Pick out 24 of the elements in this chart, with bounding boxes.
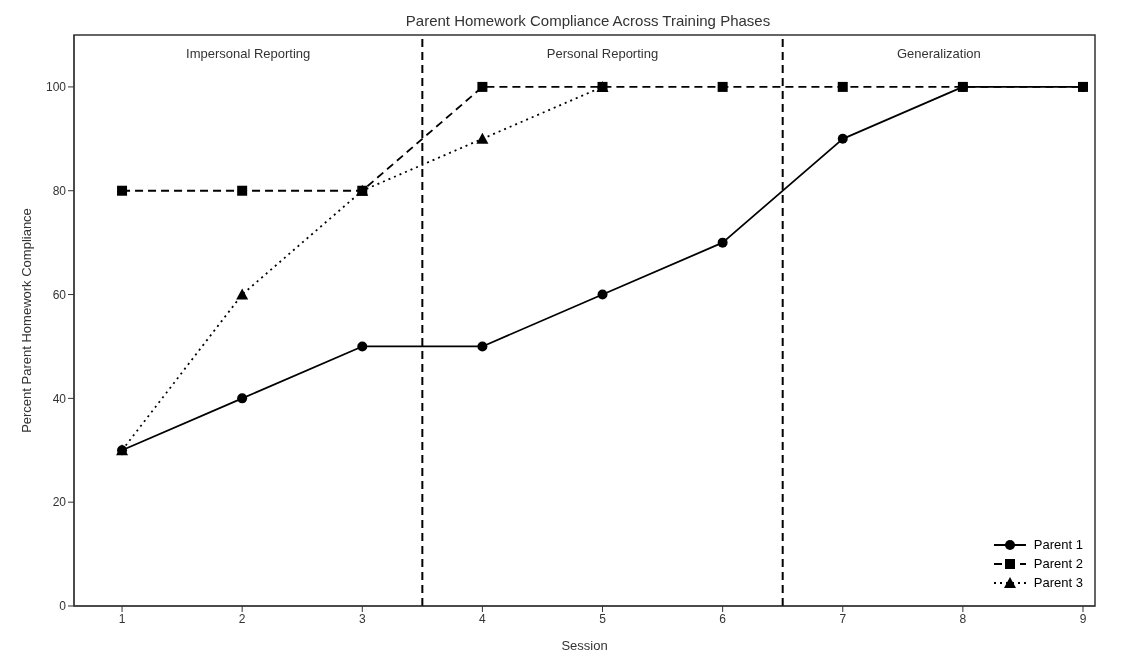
- x-tick-label: 6: [719, 611, 727, 626]
- y-tick-label: 20: [52, 495, 67, 510]
- legend-label: Parent 1: [1033, 537, 1083, 552]
- legend-label: Parent 2: [1033, 556, 1083, 571]
- y-axis-title: Percent Parent Homework Compliance: [18, 208, 34, 433]
- annotation: Generalization: [896, 46, 981, 62]
- annotation: Personal Reporting: [546, 46, 659, 62]
- x-axis-title: Session: [561, 638, 608, 653]
- y-tick-label: 60: [52, 287, 67, 302]
- y-tick-label: 80: [52, 183, 67, 198]
- x-tick-label: 8: [959, 611, 967, 626]
- chart-title: Parent Homework Compliance Across Training Phases: [405, 12, 771, 29]
- legend-label: Parent 3: [1033, 575, 1083, 590]
- y-tick-label: 0: [59, 599, 67, 614]
- x-tick-label: 2: [238, 611, 246, 626]
- x-tick-label: 5: [599, 611, 607, 626]
- x-tick-label: 4: [479, 611, 487, 626]
- annotation: Impersonal Reporting: [186, 46, 311, 62]
- y-tick-label: 100: [45, 80, 67, 95]
- x-tick-label: 9: [1079, 611, 1087, 626]
- x-tick-label: 3: [358, 611, 366, 626]
- x-tick-label: 1: [118, 611, 126, 626]
- x-tick-label: 7: [839, 611, 847, 626]
- y-tick-label: 40: [52, 391, 67, 406]
